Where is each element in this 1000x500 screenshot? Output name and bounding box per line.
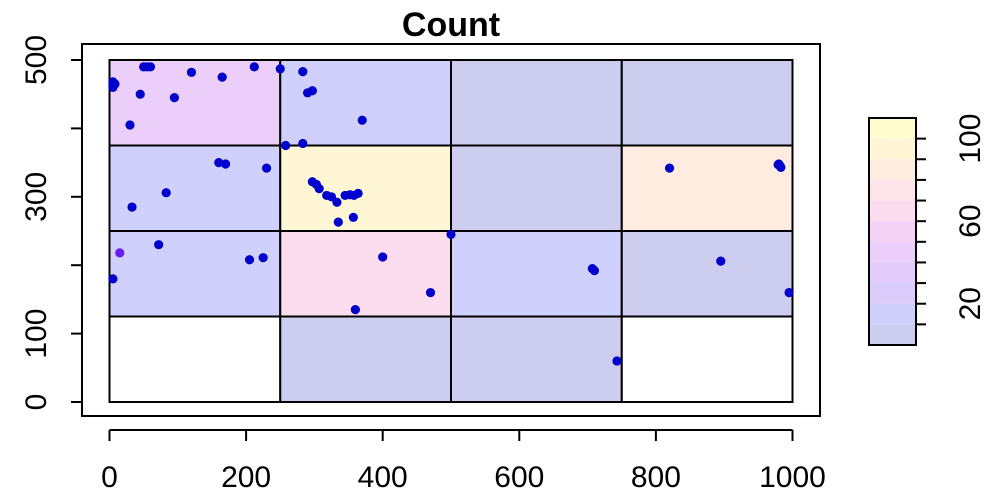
heatmap-cell xyxy=(620,144,794,232)
legend-frame xyxy=(868,117,917,346)
data-point xyxy=(214,158,224,168)
x-axis: 0 200 400 600 800 1000 xyxy=(101,429,826,494)
chart-title: Count xyxy=(402,6,500,44)
data-point xyxy=(145,62,156,72)
data-point xyxy=(249,62,259,72)
data-point xyxy=(108,82,118,92)
heatmap-cells xyxy=(108,59,794,403)
heatmap-cell xyxy=(108,230,282,318)
x-tick-label: 800 xyxy=(631,461,681,494)
data-point xyxy=(275,64,285,74)
data-point xyxy=(357,115,367,125)
legend-color-band xyxy=(869,179,916,201)
legend-color-band xyxy=(869,159,916,180)
legend-color-band xyxy=(869,262,916,284)
data-point xyxy=(353,188,363,198)
data-point xyxy=(258,253,268,263)
data-point xyxy=(115,248,125,258)
data-point xyxy=(664,163,675,173)
data-point xyxy=(298,138,308,149)
x-tick-label: 1000 xyxy=(759,461,826,494)
x-tick-label: 200 xyxy=(221,461,271,494)
data-point xyxy=(244,255,255,265)
data-point xyxy=(154,240,164,250)
data-point xyxy=(221,159,231,169)
data-point xyxy=(446,229,456,240)
data-point xyxy=(161,188,171,198)
heatmap-cell xyxy=(108,315,282,403)
data-point xyxy=(784,287,794,298)
data-point xyxy=(217,72,227,82)
color-legend: 20 60 100 xyxy=(868,114,987,346)
data-point xyxy=(186,67,197,77)
legend-color-band xyxy=(869,200,916,222)
data-point xyxy=(350,305,360,315)
y-tick-label: 300 xyxy=(20,172,53,222)
data-point xyxy=(169,93,179,103)
heatmap-cell xyxy=(450,315,623,403)
heatmap-cell xyxy=(108,144,282,232)
heatmap-cell xyxy=(279,230,452,318)
legend-color-band xyxy=(869,118,916,139)
heatmap-cell xyxy=(279,315,452,403)
data-point xyxy=(314,183,324,194)
data-point xyxy=(773,160,783,170)
legend-color-band xyxy=(869,324,916,345)
heatmap-cell xyxy=(279,144,452,232)
data-point xyxy=(589,266,600,276)
y-tick-label: 0 xyxy=(20,394,53,411)
data-point xyxy=(298,67,308,77)
y-axis: 0 100 300 500 xyxy=(20,35,83,411)
heatmap-cell xyxy=(450,59,623,147)
y-tick-label: 100 xyxy=(20,309,53,359)
legend-tick-label: 60 xyxy=(954,204,987,237)
data-point xyxy=(425,287,436,298)
heatmap-cell xyxy=(620,230,794,318)
legend-tick-label: 100 xyxy=(954,114,987,164)
data-point xyxy=(307,86,317,96)
x-tick-label: 400 xyxy=(358,461,408,494)
data-point xyxy=(332,197,342,207)
data-point xyxy=(333,217,343,227)
x-tick-label: 0 xyxy=(101,461,118,494)
data-point xyxy=(127,202,137,212)
heatmap-cell xyxy=(279,59,452,147)
data-point xyxy=(612,356,622,366)
x-tick-label: 600 xyxy=(494,461,544,494)
data-point xyxy=(716,256,726,266)
legend-color-band xyxy=(869,221,916,242)
data-point xyxy=(125,120,135,130)
data-point xyxy=(135,89,145,99)
data-point xyxy=(261,163,272,173)
data-point xyxy=(281,140,291,151)
legend-color-band xyxy=(869,283,916,304)
legend-tick-label: 20 xyxy=(954,287,987,320)
heatmap-cell xyxy=(450,144,623,232)
heatmap-cell xyxy=(620,59,794,147)
y-tick-label: 500 xyxy=(20,35,53,85)
data-point xyxy=(348,212,358,222)
data-point xyxy=(108,274,118,284)
legend-color-band xyxy=(869,303,916,325)
data-points xyxy=(108,62,794,366)
heatmap-cell xyxy=(620,315,794,403)
data-point xyxy=(378,252,388,262)
legend-color-band xyxy=(869,241,916,263)
legend-color-band xyxy=(869,138,916,160)
